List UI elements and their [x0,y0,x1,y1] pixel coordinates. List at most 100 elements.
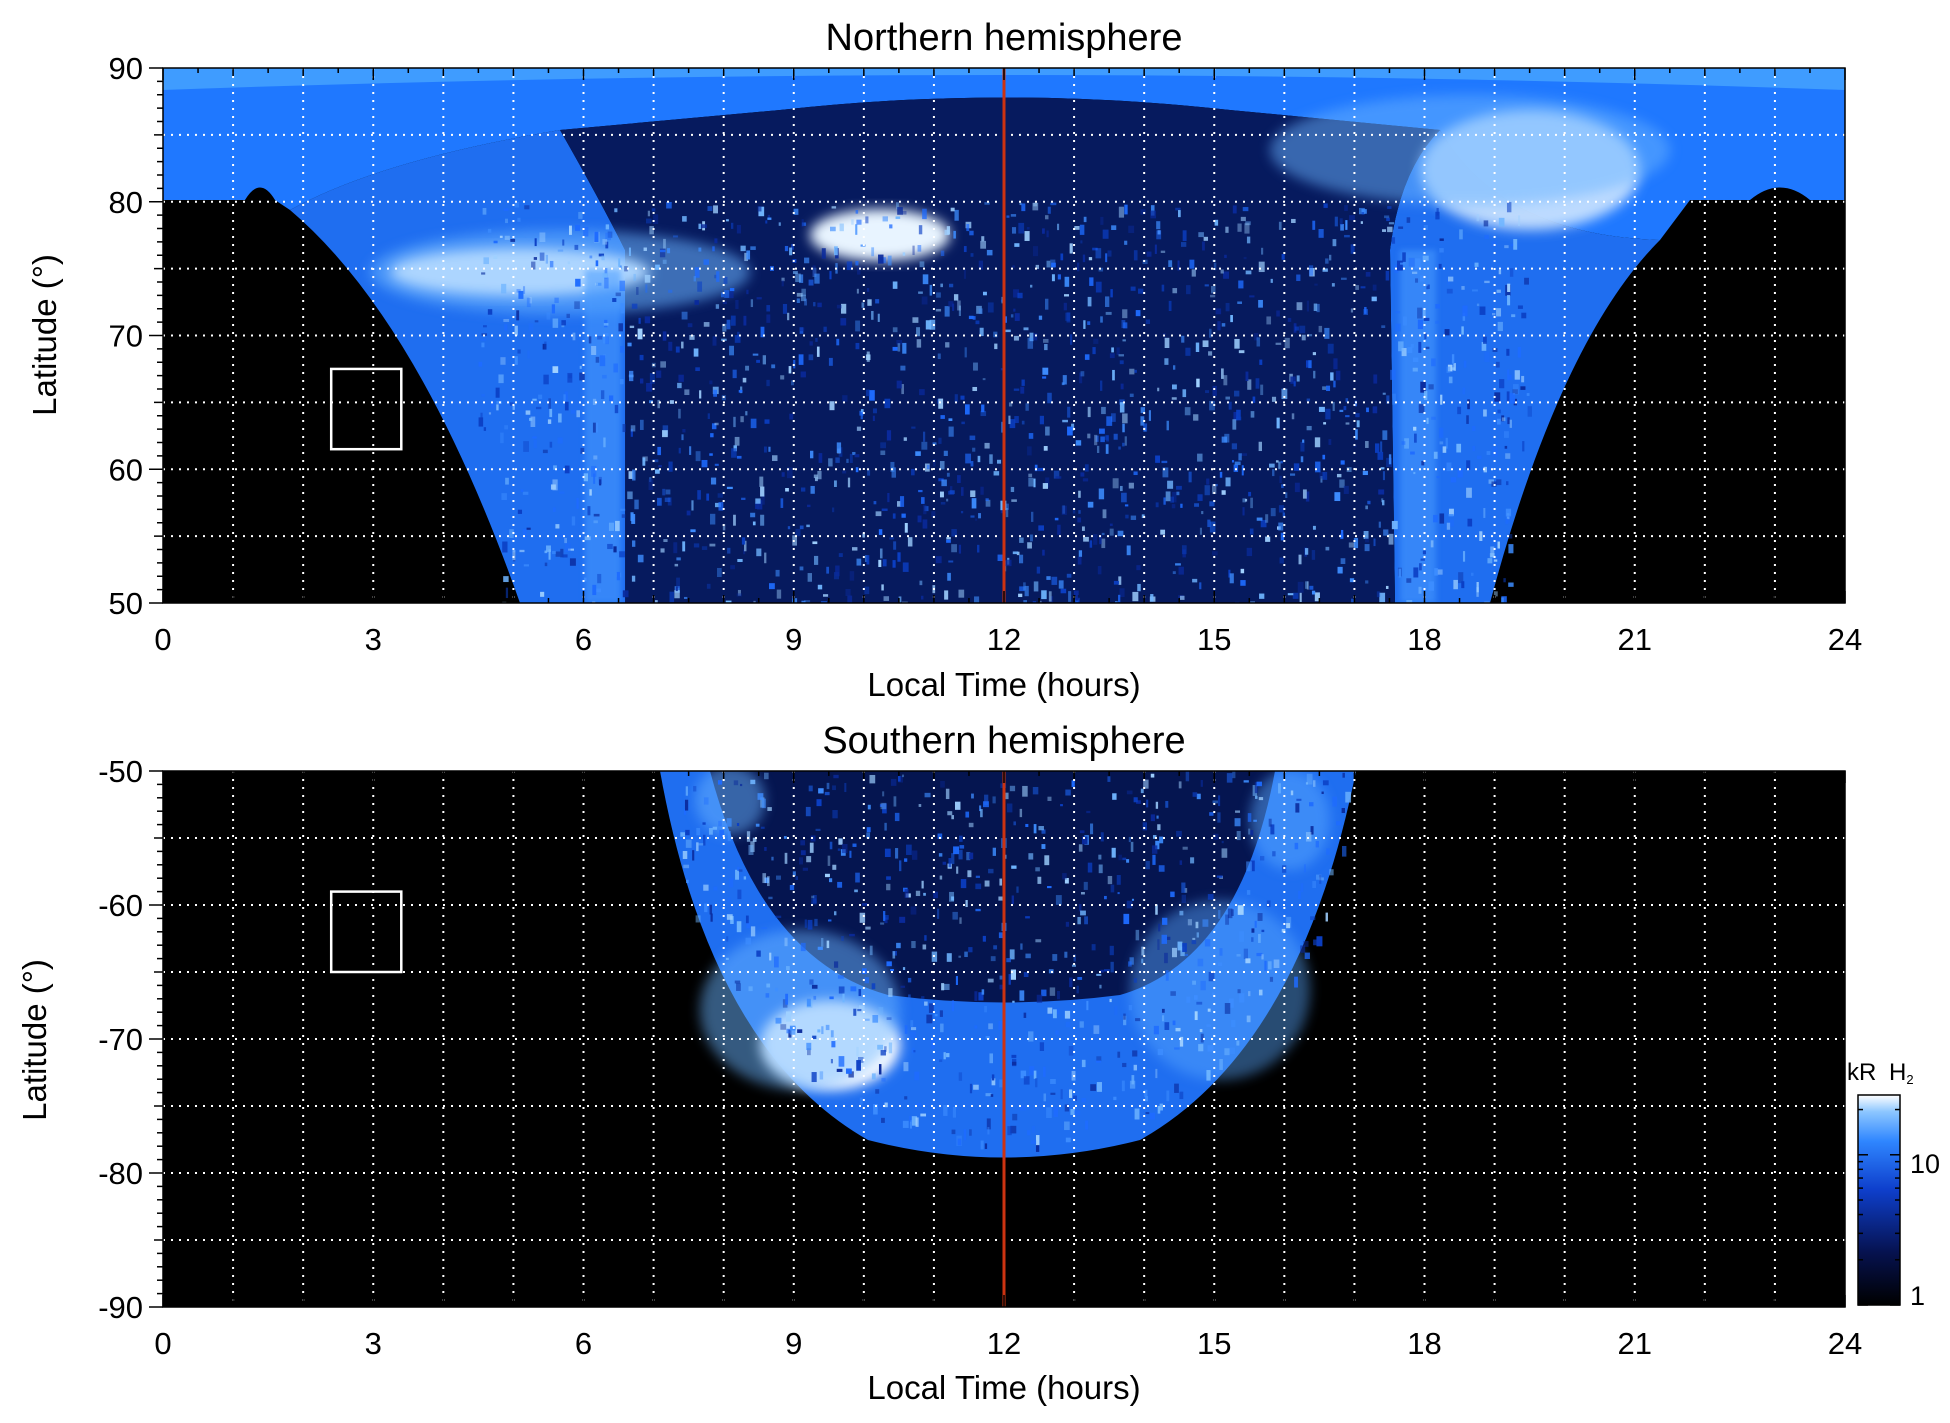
speckle [1412,367,1418,372]
speckle [969,1083,973,1094]
speckle [884,1046,887,1052]
speckle [710,513,716,525]
speckle [991,1078,996,1086]
speckle [812,894,817,904]
speckle [916,1103,922,1106]
speckle [1392,393,1396,405]
speckle [812,541,818,545]
speckle [780,375,785,380]
speckle [594,282,599,286]
speckle [1518,215,1521,227]
speckle [1472,445,1476,452]
speckle [990,1094,994,1097]
speckle [637,554,644,563]
speckle [564,401,569,411]
speckle [1418,404,1425,413]
speckle [1092,247,1098,251]
speckle [817,470,822,480]
speckle [1214,483,1218,487]
speckle [1420,558,1425,561]
speckle [721,338,727,341]
speckle [1035,1078,1038,1088]
speckle [878,1007,884,1015]
speckle [919,389,925,396]
speckle [737,589,741,596]
speckle [1057,223,1060,231]
speckle [692,850,695,861]
speckle [902,342,907,354]
speckle [1349,215,1355,221]
speckle [1213,262,1217,271]
speckle [960,879,967,889]
speckle [832,810,838,819]
speckle [503,318,510,322]
speckle [886,883,891,891]
speckle [1439,441,1444,445]
speckle [657,497,662,506]
speckle [855,872,860,883]
speckle [724,290,730,298]
speckle [829,841,833,850]
speckle [860,409,864,413]
speckle [1198,1044,1204,1052]
speckle [757,793,764,800]
speckle [1145,860,1150,870]
speckle [810,485,815,494]
speckle [560,548,564,558]
speckle [926,1014,933,1024]
speckle [800,850,806,856]
speckle [867,299,872,306]
speckle [760,486,765,497]
speckle [785,488,789,492]
speckle [1224,1048,1230,1056]
speckle [902,967,906,971]
speckle [838,1056,845,1067]
speckle [896,380,902,389]
speckle [1321,791,1324,795]
speckle [1122,309,1128,319]
speckle [1100,216,1104,225]
speckle [1086,810,1091,814]
speckle [1341,808,1345,813]
speckle [552,318,559,328]
speckle [1043,1066,1046,1077]
speckle [812,267,817,277]
speckle [1030,284,1033,288]
speckle [1033,824,1037,834]
speckle [1302,439,1305,443]
speckle [880,442,887,449]
speckle [682,541,686,552]
speckle [732,369,737,379]
speckle [907,537,913,547]
speckle [730,565,735,570]
speckle [926,464,930,470]
speckle [1012,265,1015,268]
speckle [719,830,725,838]
speckle [662,430,668,438]
speckle [660,548,665,553]
speckle [896,339,903,345]
speckle [839,223,844,232]
speckle [1445,437,1448,449]
speckle [686,510,691,516]
speckle [1014,243,1020,247]
speckle [1098,854,1102,860]
speckle [1312,525,1316,530]
speckle [1246,236,1251,244]
speckle [1033,1070,1037,1079]
speckle [1281,388,1288,400]
speckle [1466,487,1472,498]
speckle [1083,536,1089,542]
speckle [940,415,945,419]
speckle [949,283,954,288]
speckle [1025,916,1030,919]
speckle [946,498,949,502]
speckle [1476,587,1479,597]
speckle [1236,409,1241,421]
speckle [594,231,599,243]
speckle [1176,491,1180,496]
speckle [941,479,947,487]
speckle [811,1072,817,1083]
speckle [969,1129,972,1136]
speckle [746,289,749,295]
